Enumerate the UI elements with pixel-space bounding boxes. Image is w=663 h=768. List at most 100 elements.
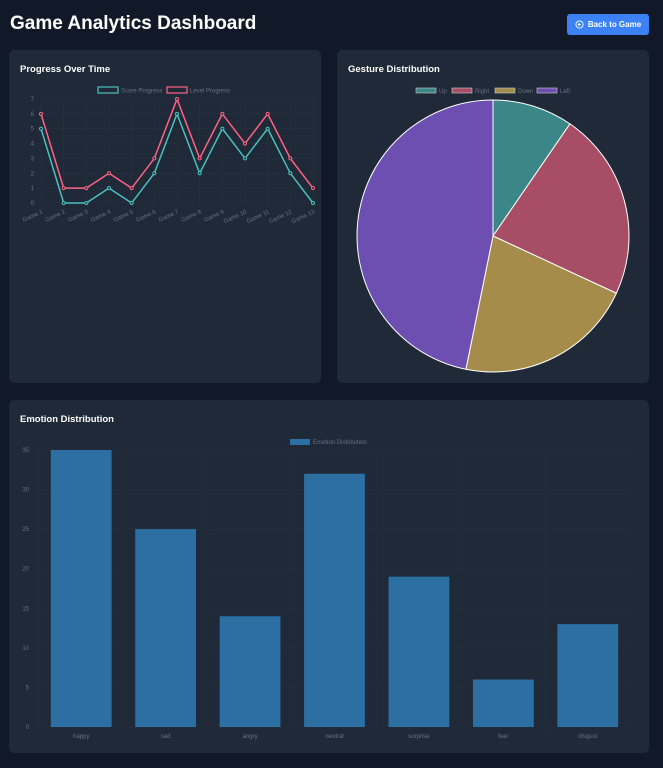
data-point [84,186,89,191]
x-tick-label: Game 11 [246,209,271,225]
bar-disgust [557,624,619,727]
bar-sad [135,529,197,727]
data-point [61,201,66,205]
back-label: Back to Game [587,20,642,29]
data-point [265,126,270,131]
x-tick-label: surprise [408,734,430,740]
data-point [311,186,315,191]
legend-swatch [494,87,516,94]
bar-neutral [304,473,365,727]
x-tick-label: Game 3 [67,209,89,224]
y-tick-label: 0 [31,201,35,207]
data-point [152,171,157,176]
data-point [288,156,293,161]
legend-label: Emotion Distribution [313,440,367,446]
data-point [152,156,157,161]
x-tick-label: Game 7 [158,209,180,224]
data-point [243,156,247,161]
y-tick-label: 1 [31,186,35,192]
data-point [311,201,315,205]
data-point [39,126,43,131]
legend-label: Down [518,89,533,95]
x-tick-label: Game 5 [113,209,135,224]
data-point [265,111,270,116]
x-tick-label: fear [498,734,508,740]
data-point [197,171,202,176]
y-tick-label: 0 [26,725,30,731]
y-tick-label: 20 [22,567,29,573]
x-tick-label: angry [243,734,258,740]
data-point [129,201,134,205]
y-tick-label: 6 [31,112,35,118]
legend-label: Up [439,89,447,95]
pie-slice-up [492,99,571,238]
gesture-card: Gesture Distribution Up Right Down Left [337,50,649,383]
y-tick-label: 30 [22,488,29,494]
bar-angry [219,616,281,727]
arrow-left-circle-icon [575,20,584,29]
x-tick-label: Game 2 [45,209,67,224]
x-tick-label: Game 1 [22,209,44,224]
data-point [288,171,293,176]
gesture-title: Gesture Distribution [348,64,440,75]
legend-swatch [290,439,310,445]
pie-slice-left [356,99,494,370]
legend-label: Score Progress [121,89,162,95]
data-point [129,186,134,191]
page-title: Game Analytics Dashboard [10,13,257,34]
x-tick-label: Game 13 [291,209,317,225]
legend-swatch [536,87,558,94]
legend-swatch [97,86,119,94]
legend-label: Left [560,89,570,95]
data-point [107,186,111,191]
data-point [107,171,111,176]
x-tick-label: happy [73,734,89,740]
x-tick-label: Game 4 [90,209,112,224]
x-tick-label: Game 9 [203,209,225,224]
x-tick-label: disgust [578,734,597,740]
bar-fear [472,679,534,727]
legend-label: Level Progress [190,89,230,95]
back-to-game-button[interactable]: Back to Game [567,14,649,35]
legend-swatch [451,87,473,94]
data-point [243,141,247,146]
data-point [220,111,225,116]
y-tick-label: 3 [31,156,35,162]
x-tick-label: Game 8 [181,209,203,224]
x-tick-label: sad [161,734,171,740]
data-point [175,111,179,116]
emotion-title: Emotion Distribution [20,414,114,425]
y-tick-label: 15 [22,606,29,612]
y-tick-label: 35 [22,448,29,454]
y-tick-label: 2 [31,171,35,177]
y-tick-label: 5 [26,685,30,691]
legend-swatch [415,87,437,94]
emotion-chart: 0 5 10 15 20 25 30 35 happy sad angry neutral surpri… [22,439,630,740]
legend-label: Right [475,89,489,95]
pie-slice-down [465,235,618,373]
gesture-chart: Up Right Down Left [356,87,630,373]
pie-slice-right [492,123,630,294]
bar-surprise [388,576,450,727]
legend-swatch [166,86,188,94]
y-tick-label: 5 [31,127,35,133]
data-point [61,186,66,191]
y-tick-label: 4 [31,142,35,148]
x-tick-label: Game 10 [223,209,249,225]
y-tick-label: 10 [22,646,29,652]
data-point [84,201,89,205]
y-tick-label: 25 [22,527,29,533]
data-point [39,111,43,116]
x-tick-label: Game 12 [268,209,294,225]
y-tick-label: 7 [31,97,35,103]
x-tick-label: Game 6 [135,209,157,224]
emotion-card: Emotion Distribution 0 5 10 15 20 25 30 35 happy… [9,400,649,753]
data-point [220,126,225,131]
progress-title: Progress Over Time [20,64,111,75]
data-point [175,97,179,101]
bar-happy [50,450,112,727]
x-tick-label: neutral [325,734,343,740]
data-point [197,156,202,161]
